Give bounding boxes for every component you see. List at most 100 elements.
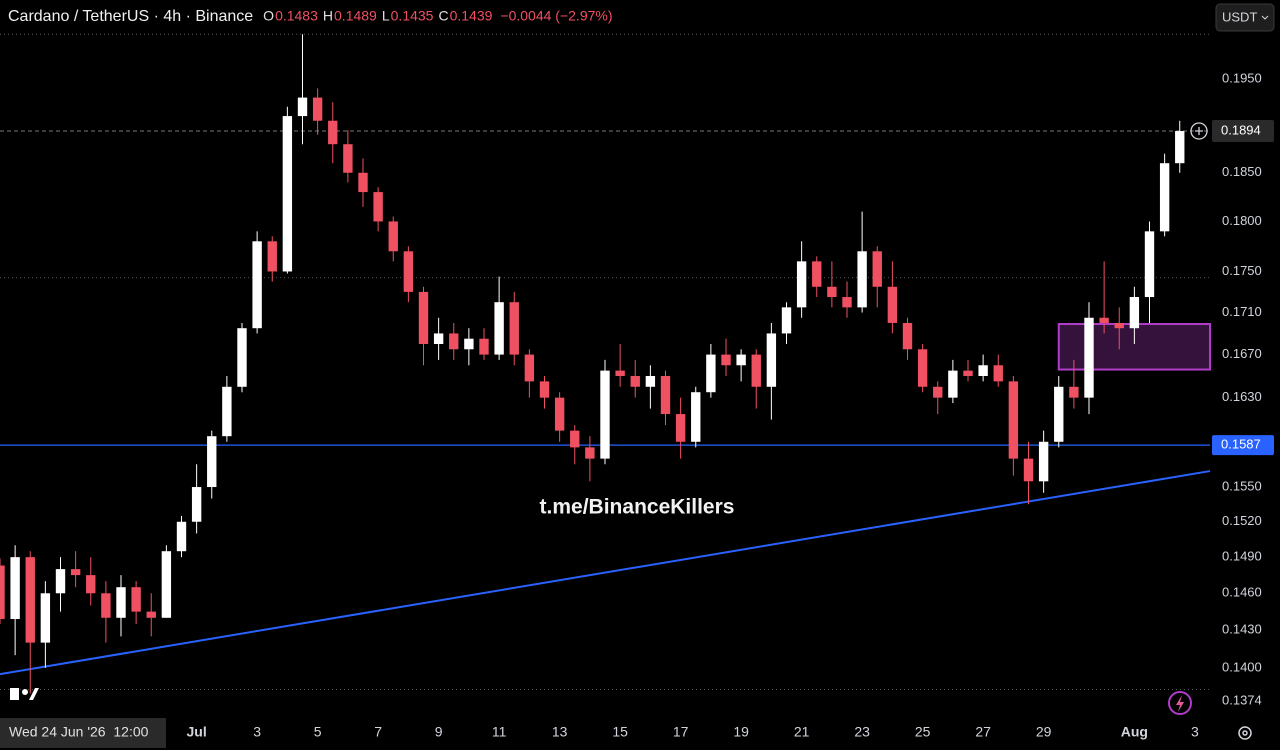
candle-body (509, 302, 519, 355)
candle-body (963, 370, 973, 376)
y-tick-label: 0.1800 (1222, 213, 1262, 228)
candle-body (25, 557, 35, 643)
candle-body (373, 192, 383, 222)
support-price-label: 0.1587 (1221, 437, 1261, 452)
y-tick-label: 0.1490 (1222, 549, 1262, 564)
x-tick-label: 19 (733, 724, 749, 740)
settings-icon[interactable] (1238, 726, 1252, 740)
candle-body (116, 587, 126, 618)
candle-body (1069, 386, 1079, 398)
candle-body (978, 365, 988, 376)
candle-body (1054, 386, 1064, 442)
ohlc-key: H (323, 8, 333, 24)
candle-body (161, 551, 172, 618)
currency-button[interactable] (1215, 3, 1275, 32)
candle-body (691, 392, 701, 442)
candle-body (388, 221, 398, 252)
ohlc-legend: O 0.1483 H 0.1489 L 0.1435 C 0.1439 −0.0044 (−2.… (263, 8, 612, 24)
candle-body (660, 375, 671, 415)
candle-body (902, 322, 913, 350)
candle-body (1084, 317, 1094, 398)
candle-body (585, 447, 595, 459)
candle-body (479, 338, 489, 355)
candle-body (55, 569, 66, 594)
candle-body (343, 144, 353, 173)
x-tick-label: 9 (435, 724, 443, 740)
overlay: 0.1587 0.1894 (1212, 120, 1274, 456)
candle-body (222, 386, 232, 437)
candle-body (297, 97, 308, 117)
candle-body (630, 375, 640, 387)
add-alert-icon[interactable] (1190, 122, 1208, 140)
candle-body (721, 354, 731, 366)
candle-body (933, 386, 943, 398)
candle-body (872, 251, 882, 287)
dropdown-icon (1261, 15, 1269, 20)
x-tick-label: 11 (492, 724, 507, 740)
x-tick-label: Jul (187, 724, 207, 740)
candle-body (766, 333, 777, 387)
candle-body (827, 286, 837, 298)
ohlc-value: 0.1489 (334, 8, 377, 24)
candle-body (101, 593, 111, 618)
x-tick-label: 23 (854, 724, 870, 740)
candle-body (570, 430, 580, 448)
candle-body (70, 569, 81, 576)
ohlc-key: O (263, 8, 274, 24)
x-tick-label: 5 (314, 724, 322, 740)
candle-body (146, 611, 156, 618)
candle-body (524, 354, 535, 382)
x-tick-label: 21 (794, 724, 810, 740)
y-tick-label: 0.1850 (1222, 164, 1262, 179)
lightning-icon[interactable] (1168, 691, 1192, 715)
y-tick-label: 0.1630 (1222, 389, 1262, 404)
candle-body (948, 370, 958, 398)
candle-body (736, 354, 746, 366)
candle-body (842, 297, 852, 308)
candle-body (781, 307, 792, 334)
x-tick-label: 13 (552, 724, 568, 740)
candle-body (1008, 381, 1019, 459)
candle-body (554, 397, 565, 431)
y-tick-label: 0.1550 (1222, 478, 1262, 493)
candle-body (1129, 297, 1140, 329)
y-tick-label: 0.1460 (1222, 585, 1262, 600)
candle-body (252, 241, 262, 329)
candle-body (600, 370, 610, 459)
ohlc-value: 0.1435 (391, 8, 434, 24)
candle-body (86, 575, 96, 594)
chart-title: Cardano / TetherUS · 4h · Binance (8, 8, 253, 25)
last-price-label: 0.1894 (1221, 122, 1261, 137)
candle-body (328, 120, 338, 145)
x-tick-label: 27 (975, 724, 991, 740)
candle-body (539, 381, 550, 398)
plot-area: 0.1950 0.1850 0.1800 0.1750 0.1710 0.1670 0.16… (0, 33, 1262, 740)
watermark: t.me/BinanceKillers (540, 496, 735, 519)
candle-body (176, 521, 187, 552)
candle-body (887, 286, 898, 323)
candle-body (40, 593, 51, 643)
candle-body (358, 172, 368, 193)
y-tick-label: 0.1670 (1222, 346, 1262, 361)
ohlc-key: C (438, 8, 448, 24)
candle-body (191, 487, 202, 522)
candle-body (615, 370, 625, 376)
candle-body (282, 116, 293, 272)
ohlc-key: L (382, 8, 390, 24)
candle-body (645, 375, 656, 387)
x-tick-label: 17 (673, 724, 689, 740)
candle-body (857, 251, 867, 308)
x-tick-label: 25 (915, 724, 931, 740)
candle-body (237, 328, 247, 387)
candle-body (1159, 163, 1170, 232)
y-tick-label: 0.1950 (1222, 71, 1262, 86)
candle-body (751, 354, 761, 387)
price-change: −0.0044 (−2.97%) (500, 8, 612, 24)
crosshair-time: Wed 24 Jun '26 12:00 (9, 724, 149, 740)
candle-body (312, 97, 323, 121)
x-tick-label: 7 (374, 724, 382, 740)
last-price-box (1212, 120, 1274, 143)
